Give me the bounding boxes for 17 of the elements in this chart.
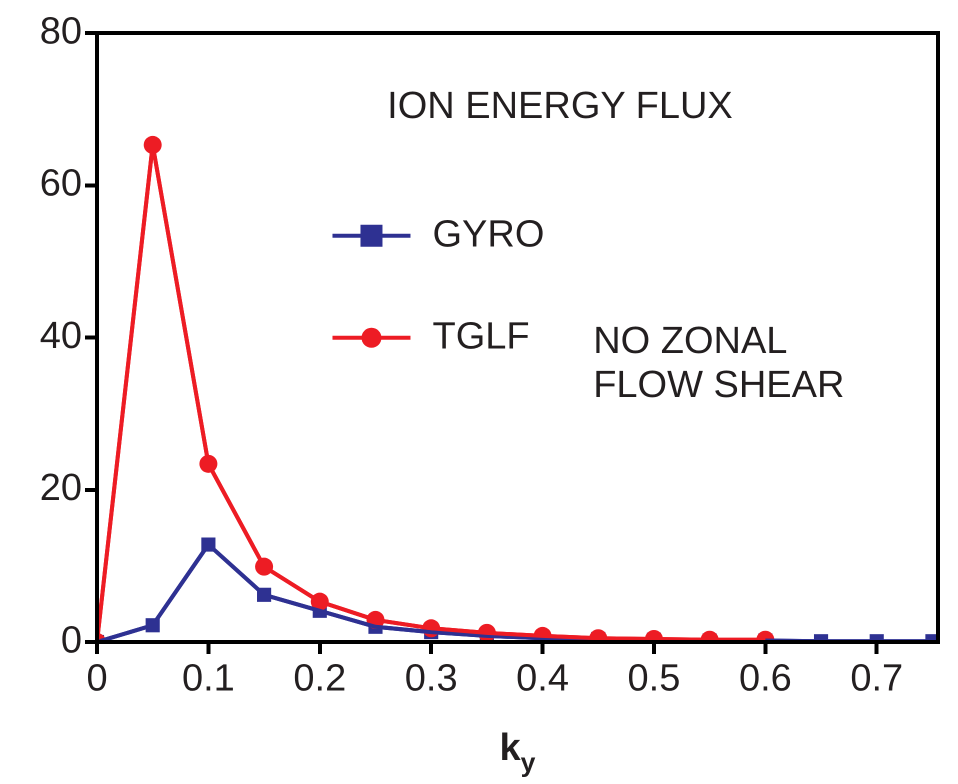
y-tick-label: 0: [60, 619, 82, 662]
y-tick-label: 20: [40, 467, 82, 510]
x-tick-label: 0.5: [628, 657, 680, 700]
x-tick-label: 0.6: [738, 657, 792, 700]
annotation: ION ENERGY FLUX: [387, 85, 733, 127]
annotation: NO ZONAL FLOW SHEAR: [593, 320, 844, 406]
x-tick-label: 0.4: [516, 657, 569, 700]
legend-label: GYRO: [432, 213, 544, 256]
y-tick-label: 60: [40, 162, 82, 205]
y-tick-label: 40: [40, 314, 82, 357]
y-tick-label: 80: [40, 10, 82, 52]
x-tick-label: 0.2: [293, 657, 346, 700]
x-tick-label: 0.7: [850, 657, 904, 700]
x-tick-label: 0.1: [182, 657, 235, 700]
x-tick-label: 0: [86, 657, 108, 700]
x-tick-label: 0.3: [404, 657, 458, 700]
legend-label: TGLF: [432, 315, 530, 358]
